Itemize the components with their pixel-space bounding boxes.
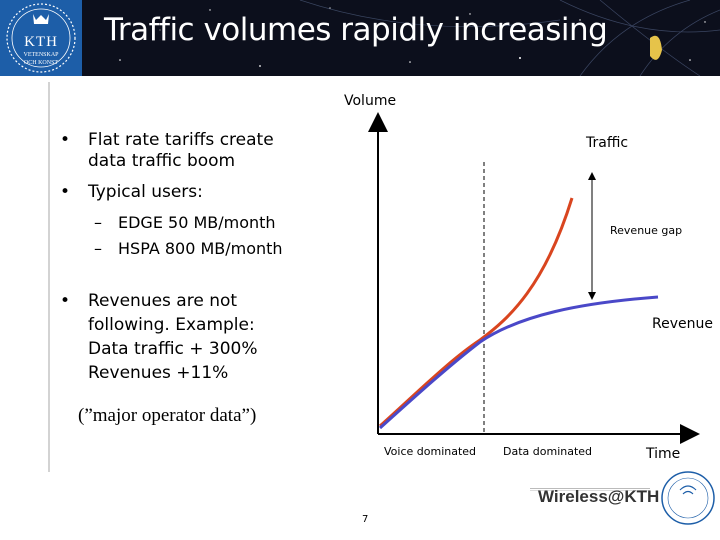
revenue-gap-label: Revenue gap [610,224,683,237]
wireless-kth-logo [530,471,715,525]
x-axis-label: Time [646,446,681,462]
bullet-marker: • [60,182,71,202]
bullet-text: following. Example: [88,315,255,335]
footer-brand: Wireless@KTH [538,487,660,506]
bullet-marker: • [60,130,71,150]
starfield-background [119,0,720,76]
sub-bullet-text: HSPA 800 MB/month [118,239,283,258]
series-label-traffic: Traffic [586,135,629,151]
series-line-revenue [378,295,659,430]
bullet-text: data traffic boom [88,151,236,171]
y-axis-label: Volume [344,93,397,109]
bullet-text: Flat rate tariffs create [88,130,274,150]
kth-logo-main: KTH [24,34,58,50]
kth-logo-sub1: VETENSKAP [23,52,59,58]
series-label-revenue: Revenue [652,316,713,332]
region-label-data: Data dominated [503,445,593,458]
source-note: (”major operator data”) [78,405,257,426]
bullet-text: Revenues +11% [88,363,229,383]
region-label-voice: Voice dominated [384,445,477,458]
wireless-badge-icon [661,471,715,525]
satellite-glint [650,35,662,60]
page-number: 7 [362,514,369,525]
bullet-text: Revenues are not [88,291,238,311]
sub-bullet-marker: – [94,239,102,258]
sub-bullet-marker: – [94,213,102,232]
header-bar: KTH VETENSKAP OCH KONST Traffic volumes … [0,0,720,76]
kth-logo: KTH VETENSKAP OCH KONST [0,0,82,76]
left-divider [48,82,50,472]
kth-logo-sub2: OCH KONST [23,60,59,66]
bullet-text: Typical users: [88,182,203,202]
slide-title: Traffic volumes rapidly increasing [104,12,608,48]
series-line-traffic [378,197,574,428]
bullet-text: Data traffic + 300% [88,339,258,359]
sub-bullet-text: EDGE 50 MB/month [118,213,276,232]
bullet-marker: • [60,291,71,311]
